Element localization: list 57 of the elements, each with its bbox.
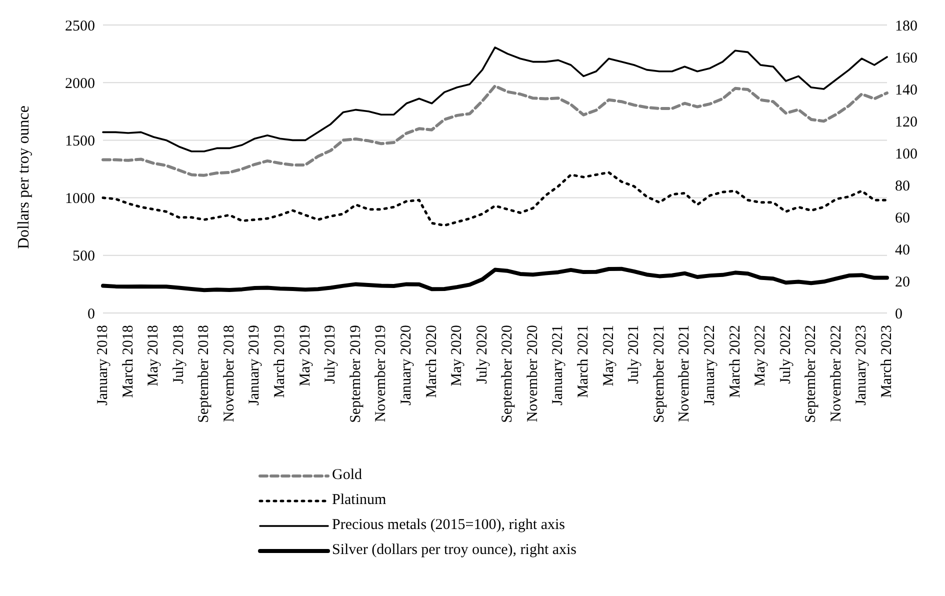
y2-tick-label: 80 bbox=[895, 178, 910, 194]
x-tick-label: March 2022 bbox=[727, 325, 744, 398]
x-tick-label: November 2022 bbox=[828, 325, 844, 422]
x-tick-label: January 2019 bbox=[246, 325, 263, 406]
line-series bbox=[102, 84, 888, 177]
x-tick-label: May 2021 bbox=[600, 325, 617, 386]
line-series bbox=[102, 46, 888, 152]
legend-label: Platinum bbox=[332, 492, 386, 509]
x-tick-label: May 2018 bbox=[146, 325, 162, 386]
x-tick-label: November 2021 bbox=[676, 325, 693, 422]
x-tick-label: March 2020 bbox=[424, 325, 440, 398]
x-tick-label: November 2020 bbox=[524, 325, 541, 422]
x-tick-label: July 2022 bbox=[778, 325, 794, 384]
x-tick-label: September 2022 bbox=[803, 325, 820, 423]
x-tick-label: September 2018 bbox=[196, 325, 212, 423]
x-tick-label: September 2019 bbox=[348, 325, 364, 423]
y-axis-title: Dollars per troy ounce bbox=[16, 105, 33, 249]
x-tick-label: July 2019 bbox=[322, 325, 339, 384]
x-tick-label: May 2020 bbox=[449, 325, 466, 386]
x-tick-label: November 2018 bbox=[221, 325, 238, 422]
x-tick-label: January 2022 bbox=[702, 325, 718, 406]
line-series bbox=[101, 266, 889, 292]
y2-tick-label: 40 bbox=[895, 242, 910, 258]
x-tick-label: July 2020 bbox=[474, 325, 490, 384]
y2-tick-label: 160 bbox=[895, 50, 918, 66]
x-tick-label: January 2020 bbox=[398, 325, 414, 406]
x-tick-label: May 2022 bbox=[752, 325, 769, 386]
legend-label: Gold bbox=[332, 467, 362, 484]
x-tick-label: May 2019 bbox=[297, 325, 314, 386]
x-tick-label: July 2018 bbox=[170, 325, 187, 384]
y2-tick-label: 120 bbox=[895, 114, 918, 130]
y-tick-label: 0 bbox=[88, 306, 95, 322]
y2-tick-label: 0 bbox=[895, 306, 902, 322]
x-tick-label: January 2018 bbox=[95, 325, 111, 406]
legend-label: Precious metals (2015=100), right axis bbox=[332, 517, 566, 534]
x-tick-label: March 2023 bbox=[879, 325, 895, 398]
y-tick-label: 2000 bbox=[65, 76, 95, 92]
y-tick-label: 2500 bbox=[65, 18, 95, 34]
x-tick-label: January 2021 bbox=[550, 325, 566, 406]
x-tick-label: March 2021 bbox=[576, 325, 592, 398]
x-tick-label: November 2019 bbox=[373, 325, 390, 422]
x-tick-label: March 2019 bbox=[272, 325, 288, 398]
y2-tick-label: 100 bbox=[895, 146, 918, 162]
y-tick-label: 1000 bbox=[65, 191, 95, 208]
x-tick-label: March 2018 bbox=[120, 325, 136, 398]
y2-tick-label: 180 bbox=[895, 18, 918, 34]
y2-tick-label: 60 bbox=[895, 210, 910, 226]
x-tick-label: September 2021 bbox=[651, 325, 668, 423]
y2-tick-label: 20 bbox=[895, 274, 910, 290]
line-series bbox=[102, 171, 888, 227]
legend-label: Silver (dollars per troy ounce), right axis bbox=[332, 542, 577, 559]
y2-tick-label: 140 bbox=[895, 82, 918, 98]
y-tick-label: 500 bbox=[72, 248, 95, 265]
x-tick-label: September 2020 bbox=[500, 325, 516, 423]
x-tick-label: January 2023 bbox=[854, 325, 870, 406]
x-tick-label: July 2021 bbox=[626, 325, 642, 384]
y-tick-label: 1500 bbox=[65, 134, 95, 150]
